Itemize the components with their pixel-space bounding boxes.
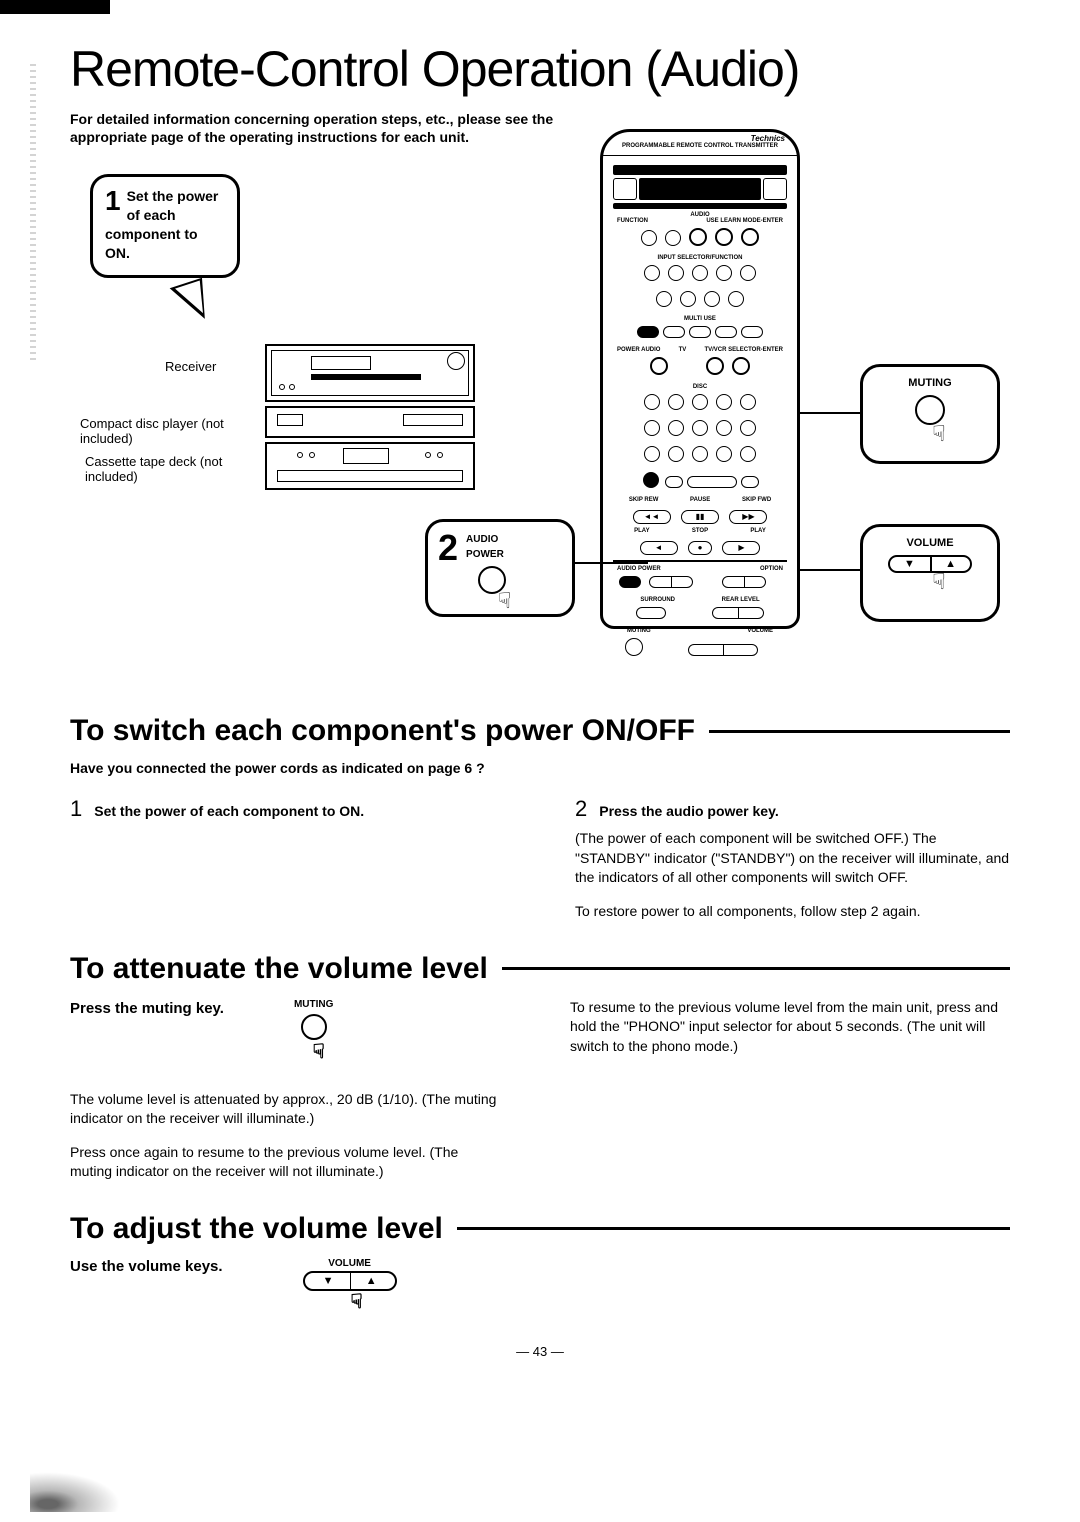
step1-number: 1 [105, 187, 121, 215]
section-volume-heading: To adjust the volume level [70, 1212, 443, 1246]
volume-pill-icon: ▼ ▲ [888, 555, 972, 573]
muting-connector-line [797, 412, 862, 414]
volume-mini-diagram: VOLUME ▼ ▲ ☟ [303, 1258, 397, 1314]
step1-bubble: 1 Set the power of each component to ON. [90, 174, 240, 278]
remote-multi-label: MULTI USE [613, 316, 787, 322]
remote-tv-label: TV [679, 347, 687, 353]
step1-text: Set the power of each component to ON. [105, 187, 225, 263]
mute-p2: Press once again to resume to the previo… [70, 1143, 500, 1182]
page-number: — 43 — [70, 1344, 1010, 1359]
remote-rew-btn: ◄◄ [633, 510, 671, 524]
volume-mini-pill-icon: ▼ ▲ [303, 1271, 397, 1291]
section-power-heading: To switch each component's power ON/OFF [70, 714, 695, 748]
section-attenuate: To attenuate the volume level Press the … [70, 952, 1010, 1182]
remote-body: AUDIO FUNCTION USE LEARN MODE-ENTER INPU… [603, 156, 797, 673]
power-pre-question: Have you connected the power cords as in… [70, 760, 1010, 776]
muting-mini-label: MUTING [294, 998, 333, 1012]
remote-surround-label: SURROUND [640, 597, 675, 603]
remote-inputsel-label: INPUT SELECTOR/FUNCTION [613, 255, 787, 261]
remote-rearlevel-label: REAR LEVEL [722, 597, 760, 603]
remote-playr-btn: ▶ [722, 541, 760, 555]
hand-icon: ☟ [304, 1038, 333, 1066]
cd-box [265, 406, 475, 438]
step2-connector-line [573, 562, 648, 564]
remote-poweraudio-label: POWER AUDIO [617, 347, 660, 353]
muting-callout: MUTING ☟ [860, 364, 1000, 464]
remote-uselearn-label: USE LEARN MODE-ENTER [706, 218, 783, 224]
hand-icon: ☟ [891, 421, 987, 447]
mute-press-text: Press the muting key. [70, 998, 224, 1019]
remote-option-label: OPTION [760, 566, 783, 572]
tape-box [265, 442, 475, 490]
vol-use-text: Use the volume keys. [70, 1258, 223, 1275]
volume-down-arrow: ▼ [323, 1275, 334, 1287]
remote-control: Technics PROGRAMMABLE REMOTE CONTROL TRA… [600, 129, 800, 629]
volume-mini-label: VOLUME [303, 1258, 397, 1269]
remote-audiopower-label: AUDIO POWER [617, 566, 661, 572]
muting-mini-button-icon [301, 1014, 327, 1040]
remote-playl-btn: ◄ [640, 541, 678, 555]
remote-play-label: PLAY [634, 528, 649, 534]
remote-function-label: FUNCTION [617, 218, 648, 224]
volume-callout: VOLUME ▼ ▲ ☟ [860, 524, 1000, 622]
remote-stop-label: STOP [692, 528, 708, 534]
power-step1-num: 1 [70, 794, 82, 825]
volume-connector-line [797, 569, 862, 571]
equipment-stack [265, 344, 475, 494]
section-volume: To adjust the volume level Use the volum… [70, 1212, 1010, 1314]
remote-pause-label: PAUSE [690, 497, 710, 503]
remote-skipfwd-label: SKIP FWD [742, 497, 771, 503]
remote-stop-btn: ● [688, 541, 712, 555]
remote-volume-label: VOLUME [747, 628, 773, 634]
scan-top-bar [0, 0, 110, 14]
section-attenuate-heading: To attenuate the volume level [70, 952, 488, 986]
remote-brand: Technics [603, 132, 797, 143]
receiver-label: Receiver [165, 359, 216, 374]
volume-down-arrow: ▼ [904, 558, 915, 570]
power-step1-text: Set the power of each component to ON. [94, 802, 364, 822]
hand-icon: ☟ [498, 588, 562, 614]
power-step2-num: 2 [575, 794, 587, 825]
remote-sublabel: PROGRAMMABLE REMOTE CONTROL TRANSMITTER [603, 143, 797, 149]
mute-right-text: To resume to the previous volume level f… [570, 998, 1010, 1057]
remote-skiprew-label: SKIP REW [629, 497, 659, 503]
hand-icon: ☟ [317, 1289, 397, 1314]
heading-rule [502, 967, 1010, 970]
page-title: Remote-Control Operation (Audio) [70, 40, 1010, 98]
scan-artifact-corner [30, 1472, 120, 1512]
power-step2-body2: To restore power to all components, foll… [575, 902, 1010, 922]
volume-up-arrow: ▲ [945, 558, 956, 570]
remote-fwd-btn: ▶▶ [729, 510, 767, 524]
hand-icon: ☟ [891, 569, 987, 595]
muting-mini-diagram: MUTING ☟ [294, 998, 333, 1066]
volume-callout-label: VOLUME [873, 537, 987, 549]
scan-artifact-left [30, 60, 36, 360]
remote-disc-label: DISC [613, 384, 787, 390]
tape-label: Cassette tape deck (not included) [85, 454, 245, 484]
diagram-area: 1 Set the power of each component to ON.… [70, 164, 1010, 684]
intro-text: For detailed information concerning oper… [70, 110, 590, 146]
mute-p1: The volume level is attenuated by approx… [70, 1090, 500, 1129]
receiver-box [265, 344, 475, 402]
remote-play2-label: PLAY [750, 528, 765, 534]
power-step2-body1: (The power of each component will be swi… [575, 829, 1010, 888]
heading-rule [457, 1227, 1010, 1230]
section-power: To switch each component's power ON/OFF … [70, 714, 1010, 921]
remote-muting-label: MUTING [627, 628, 651, 634]
power-step2-text: Press the audio power key. [599, 802, 778, 822]
remote-tvvcrsel-label: TV/VCR SELECTOR-ENTER [704, 347, 783, 353]
step1-bubble-tail [170, 278, 215, 327]
volume-up-arrow: ▲ [366, 1275, 377, 1287]
remote-pause-btn: ▮▮ [681, 510, 719, 524]
heading-rule [709, 730, 1010, 733]
cd-label: Compact disc player (not included) [80, 416, 240, 446]
step2-number: 2 [438, 530, 458, 566]
step2-bubble: 2 AUDIO POWER ☟ [425, 519, 575, 617]
muting-callout-label: MUTING [873, 377, 987, 389]
